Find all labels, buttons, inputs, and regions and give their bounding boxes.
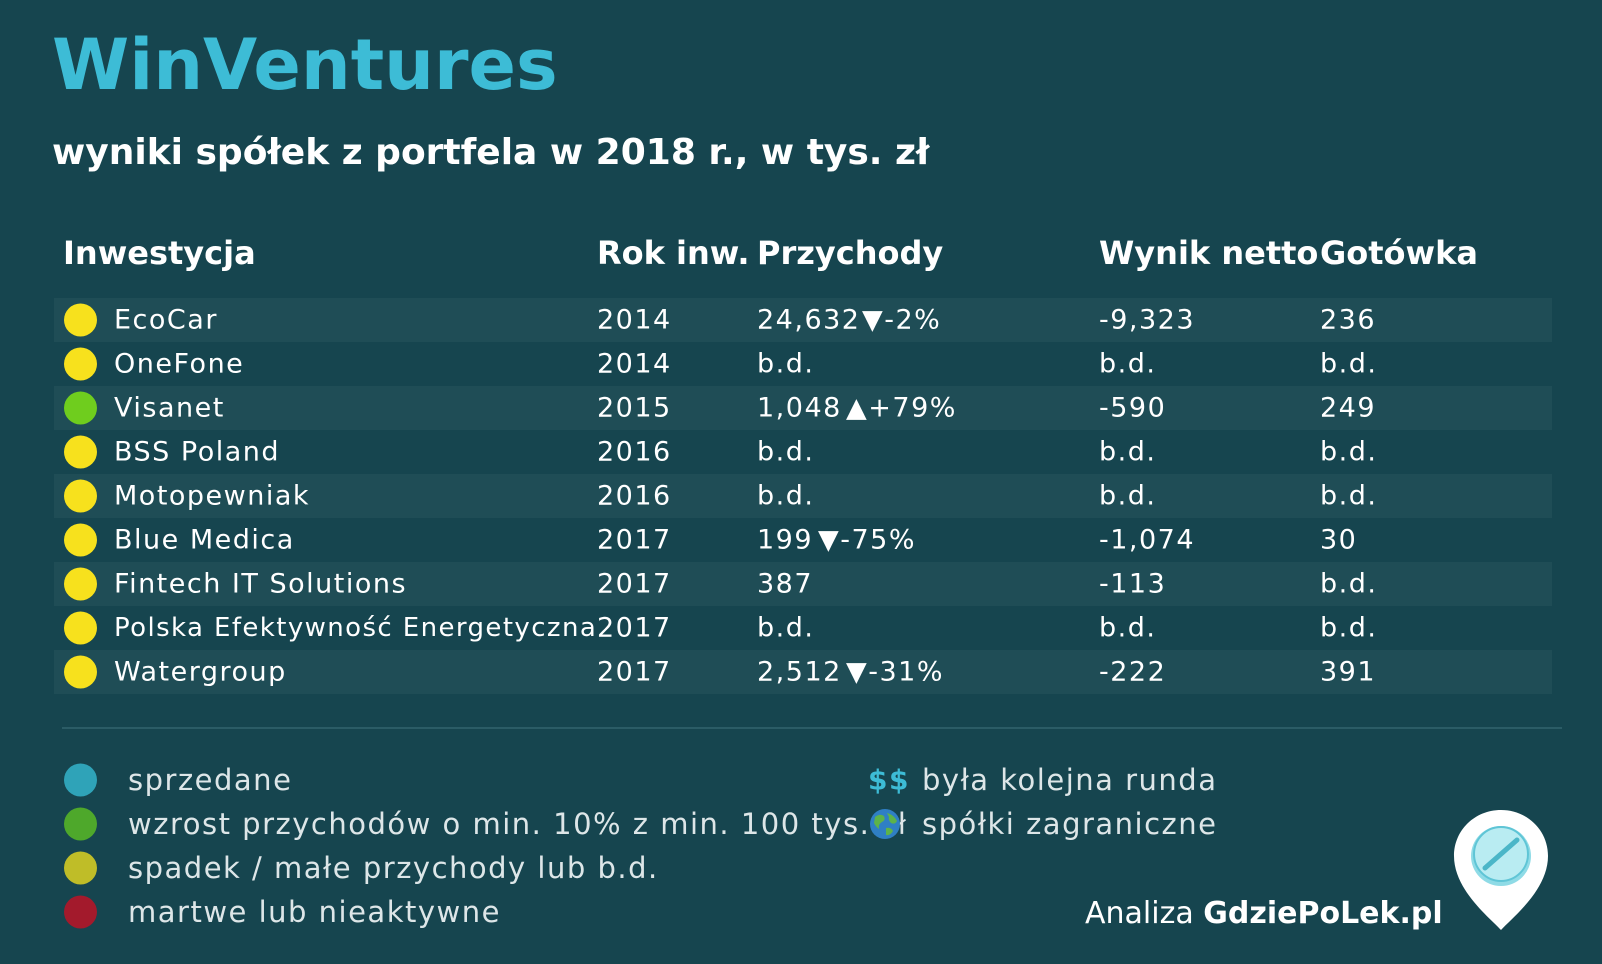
status-dot: [64, 303, 97, 337]
company-name: Visanet: [114, 392, 225, 424]
globe-icon: [868, 807, 902, 841]
legend-dot: [64, 895, 97, 929]
net-result-value: -113: [1099, 568, 1167, 600]
table-row: Motopewniak 2016 b.d. b.d. b.d.: [54, 474, 1552, 518]
cash-value: 236: [1320, 304, 1377, 336]
company-name: OneFone: [114, 348, 245, 380]
company-name: Blue Medica: [114, 524, 295, 556]
net-result-value: b.d.: [1099, 348, 1157, 380]
revenue-value: 1,048: [757, 392, 842, 424]
net-result-value: b.d.: [1099, 480, 1157, 512]
company-name: EcoCar: [114, 304, 218, 336]
net-result-value: -222: [1099, 656, 1167, 688]
revenue-value: b.d.: [757, 436, 815, 468]
investment-year: 2017: [597, 524, 672, 556]
legend-label: sprzedane: [128, 763, 293, 797]
cash-value: b.d.: [1320, 612, 1378, 644]
legend-dot: [64, 763, 97, 797]
investment-year: 2016: [597, 480, 672, 512]
investment-year: 2014: [597, 348, 672, 380]
column-header-year: Rok inw.: [597, 234, 750, 272]
column-header-cash: Gotówka: [1320, 234, 1478, 272]
dollar-icon: $$: [868, 763, 910, 797]
table-row: Watergroup 2017 2,512 ▼-31% -222 391: [54, 650, 1552, 694]
status-dot: [64, 435, 97, 469]
page-title: WinVentures: [52, 24, 558, 106]
column-header-revenue: Przychody: [757, 234, 944, 272]
company-name: Polska Efektywność Energetyczna: [114, 613, 598, 643]
status-dot: [64, 479, 97, 513]
column-header-investment: Inwestycja: [63, 234, 256, 272]
revenue-value: b.d.: [757, 480, 815, 512]
net-result-value: -1,074: [1099, 524, 1196, 556]
legend-label: była kolejna runda: [922, 763, 1218, 797]
status-dot: [64, 391, 97, 425]
credit-prefix: Analiza: [1085, 896, 1194, 931]
cash-value: b.d.: [1320, 436, 1378, 468]
investment-year: 2015: [597, 392, 672, 424]
company-name: Motopewniak: [114, 480, 311, 512]
status-dot: [64, 567, 97, 601]
company-name: BSS Poland: [114, 436, 281, 468]
legend-label: spółki zagraniczne: [922, 807, 1218, 841]
legend-dot: [64, 807, 97, 841]
net-result-value: b.d.: [1099, 612, 1157, 644]
revenue-value: 24,632: [757, 304, 861, 336]
net-result-value: -9,323: [1099, 304, 1196, 336]
status-dot: [64, 523, 97, 557]
legend-label: wzrost przychodów o min. 10% z min. 100 …: [128, 807, 908, 841]
credit-brand: GdziePoLek.pl: [1203, 896, 1443, 931]
table-row: Polska Efektywność Energetyczna 2017 b.d…: [54, 606, 1552, 650]
revenue-value: b.d.: [757, 348, 815, 380]
legend-label: martwe lub nieaktywne: [128, 895, 501, 929]
revenue-change: ▼-31%: [846, 656, 945, 688]
cash-value: b.d.: [1320, 568, 1378, 600]
table-row: Fintech IT Solutions 2017 387 -113 b.d.: [54, 562, 1552, 606]
revenue-value: 199: [757, 524, 814, 556]
revenue-change: ▲+79%: [846, 392, 957, 424]
legend-label: spadek / małe przychody lub b.d.: [128, 851, 659, 885]
revenue-value: b.d.: [757, 612, 815, 644]
divider: [62, 727, 1562, 729]
table-row: Visanet 2015 1,048 ▲+79% -590 249: [54, 386, 1552, 430]
brand-logo-icon: [1450, 806, 1552, 932]
page-subtitle: wyniki spółek z portfela w 2018 r., w ty…: [52, 132, 930, 173]
revenue-value: 2,512: [757, 656, 842, 688]
table-row: OneFone 2014 b.d. b.d. b.d.: [54, 342, 1552, 386]
revenue-change: ▼-75%: [818, 524, 917, 556]
investment-year: 2017: [597, 656, 672, 688]
company-name: Fintech IT Solutions: [114, 568, 408, 600]
status-dot: [64, 655, 97, 689]
net-result-value: b.d.: [1099, 436, 1157, 468]
company-name: Watergroup: [114, 656, 287, 688]
net-result-value: -590: [1099, 392, 1167, 424]
investment-year: 2016: [597, 436, 672, 468]
table-row: EcoCar 2014 24,632 ▼-2% -9,323 236: [54, 298, 1552, 342]
status-dot: [64, 347, 97, 381]
revenue-change: ▼-2%: [862, 304, 942, 336]
investment-year: 2014: [597, 304, 672, 336]
cash-value: 249: [1320, 392, 1377, 424]
investment-year: 2017: [597, 612, 672, 644]
investment-year: 2017: [597, 568, 672, 600]
column-header-net-result: Wynik netto: [1099, 234, 1319, 272]
cash-value: 30: [1320, 524, 1358, 556]
revenue-value: 387: [757, 568, 814, 600]
cash-value: 391: [1320, 656, 1377, 688]
credit: Analiza GdziePoLek.pl: [1085, 896, 1443, 931]
legend-dot: [64, 851, 97, 885]
table-row: Blue Medica 2017 199 ▼-75% -1,074 30: [54, 518, 1552, 562]
status-dot: [64, 611, 97, 645]
cash-value: b.d.: [1320, 348, 1378, 380]
table-row: BSS Poland 2016 b.d. b.d. b.d.: [54, 430, 1552, 474]
cash-value: b.d.: [1320, 480, 1378, 512]
table-body: EcoCar 2014 24,632 ▼-2% -9,323 236 OneFo…: [54, 298, 1552, 694]
table-header: Inwestycja Rok inw. Przychody Wynik nett…: [0, 234, 1602, 274]
